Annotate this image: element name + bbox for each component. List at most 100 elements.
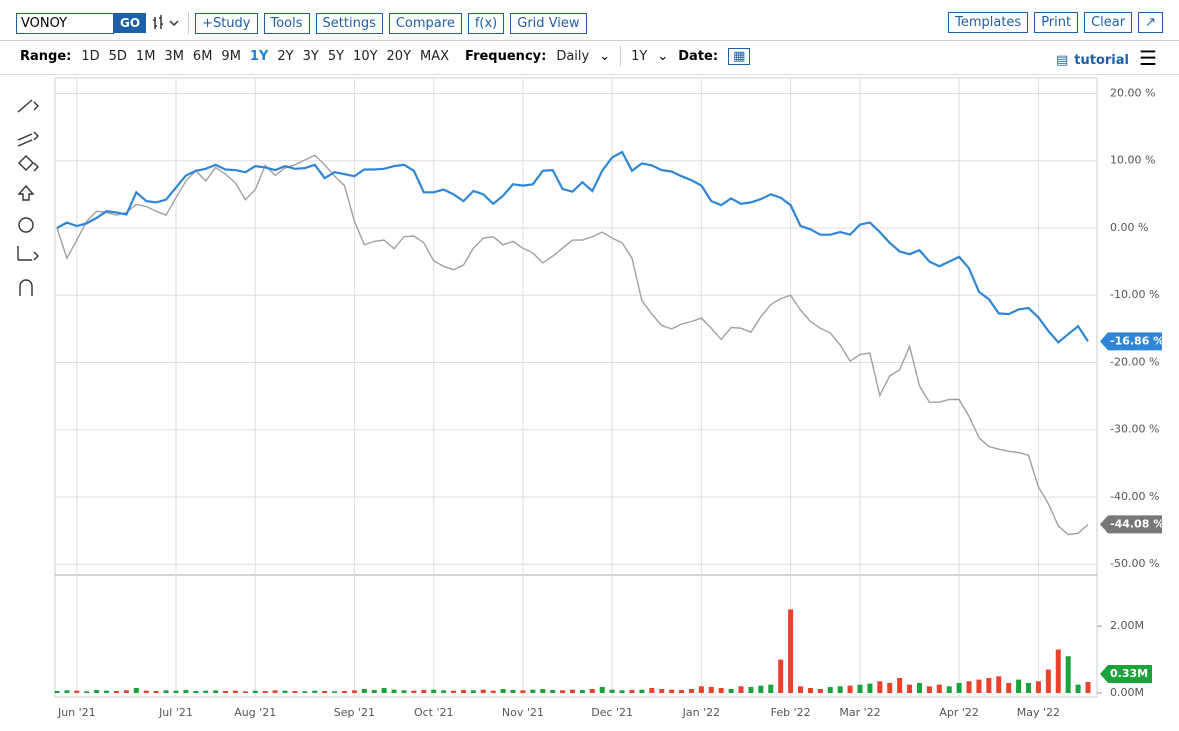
x-tick-label: Mar '22	[839, 706, 880, 719]
volume-bar	[64, 690, 70, 693]
caret: ⌄	[657, 48, 669, 64]
range-option[interactable]: 1Y	[249, 48, 269, 64]
volume-bar	[401, 690, 407, 693]
volume-bar	[104, 690, 110, 693]
volume-bar	[153, 690, 159, 693]
volume-bar	[847, 685, 853, 693]
clear-button[interactable]: Clear	[1084, 12, 1133, 33]
grid-view-button[interactable]: Grid View	[510, 12, 587, 34]
range-option[interactable]: 1M	[135, 48, 156, 64]
volume-bar	[113, 690, 119, 693]
volume-bar	[123, 690, 129, 693]
volume-bar	[540, 688, 546, 693]
chart-type-icon[interactable]	[152, 14, 182, 32]
volume-bar	[1075, 684, 1081, 693]
volume-bar	[570, 689, 575, 693]
x-tick-label: Aug '21	[234, 706, 276, 719]
volume-bar	[688, 688, 694, 693]
top-toolbar: VONOY GO +Study Tools Settings Compare f…	[16, 12, 587, 34]
date-label: Date:	[678, 48, 719, 64]
volume-bar	[1035, 681, 1041, 693]
range-option[interactable]: MAX	[420, 48, 450, 64]
volume-bar	[778, 659, 784, 693]
volume-bar	[837, 686, 843, 693]
range-option[interactable]: 5D	[108, 48, 127, 64]
price-line	[56, 154, 1089, 536]
fx-button[interactable]: f(x)	[467, 12, 505, 34]
volume-bar	[94, 689, 100, 693]
volume-bar	[669, 689, 675, 693]
volume-bar	[807, 687, 813, 693]
volume-bar	[728, 688, 734, 693]
volume-bar	[520, 690, 526, 693]
volume-bar	[609, 689, 615, 693]
range-option[interactable]: 1D	[81, 48, 100, 64]
volume-bar	[500, 688, 506, 693]
frequency-select[interactable]: Daily	[556, 48, 590, 64]
x-tick-label: Jun '21	[57, 706, 96, 719]
volume-bar	[302, 691, 308, 693]
volume-bar	[441, 690, 447, 693]
volume-bar	[341, 690, 347, 693]
volume-bar	[718, 687, 724, 693]
volume-bar	[1026, 682, 1032, 693]
range-option[interactable]: 6M	[192, 48, 213, 64]
y-tick-label: 0.00M	[1110, 686, 1144, 699]
volume-bar	[213, 690, 219, 693]
range-option[interactable]: 9M	[221, 48, 241, 64]
compare-button[interactable]: Compare	[388, 12, 462, 34]
x-tick-label: Jan '22	[682, 706, 720, 719]
volume-bar	[827, 686, 833, 693]
volume-bar	[203, 690, 209, 693]
value-badge	[1100, 332, 1162, 351]
range-option[interactable]: 3M	[164, 48, 184, 64]
volume-bar	[272, 690, 278, 693]
value-badge	[1100, 515, 1162, 534]
menu-icon[interactable]: ☰	[1139, 46, 1157, 70]
value-badge-label: -16.86 %	[1110, 334, 1164, 347]
volume-bar	[877, 681, 883, 693]
volume-bar	[351, 690, 357, 693]
plot-frame	[54, 77, 1098, 698]
volume-bar	[817, 688, 823, 693]
go-button[interactable]: GO	[114, 13, 147, 33]
x-tick-label: Jul '21	[158, 706, 193, 719]
volume-bar	[1045, 669, 1051, 693]
print-button[interactable]: Print	[1034, 12, 1079, 33]
tutorial-link[interactable]: ▤ tutorial	[1055, 53, 1129, 68]
volume-bar	[1055, 649, 1061, 693]
tutorial-text[interactable]: tutorial	[1074, 53, 1129, 68]
period-select[interactable]: 1Y	[631, 48, 648, 64]
range-option[interactable]: 2Y	[277, 48, 294, 64]
volume-bar	[1006, 682, 1012, 693]
y-tick-label: -10.00 %	[1110, 288, 1159, 301]
separator	[0, 74, 1179, 75]
volume-bar	[54, 690, 60, 693]
study-button[interactable]: +Study	[195, 12, 258, 34]
x-tick-label: Nov '21	[502, 706, 544, 719]
calendar-button[interactable]: ▦	[728, 47, 751, 65]
range-option[interactable]: 3Y	[302, 48, 319, 64]
volume-bar	[411, 690, 417, 693]
volume-bar	[916, 682, 922, 693]
tools-button[interactable]: Tools	[263, 12, 310, 34]
expand-button[interactable]: ↗	[1138, 12, 1163, 33]
volume-bar	[976, 679, 982, 693]
volume-bar	[629, 689, 635, 693]
divider	[620, 46, 622, 66]
volume-bar	[698, 686, 704, 693]
range-option[interactable]: 10Y	[353, 48, 378, 64]
range-option[interactable]: 20Y	[386, 48, 412, 64]
volume-bar	[510, 689, 516, 693]
volume-bar	[798, 686, 804, 693]
volume-bar	[659, 688, 665, 693]
volume-bar	[193, 690, 199, 693]
volume-bar	[282, 690, 288, 693]
volume-bar	[1016, 679, 1022, 693]
templates-button[interactable]: Templates	[948, 12, 1029, 33]
settings-button[interactable]: Settings	[315, 12, 383, 34]
symbol-input[interactable]: VONOY	[16, 12, 114, 34]
range-option[interactable]: 5Y	[327, 48, 345, 64]
